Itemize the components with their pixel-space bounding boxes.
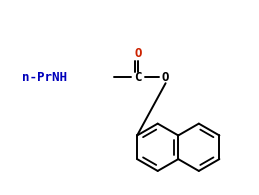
Text: O: O [162, 71, 169, 84]
Text: n-PrNH: n-PrNH [23, 71, 67, 84]
Text: O: O [134, 47, 142, 60]
Text: C: C [134, 71, 142, 84]
